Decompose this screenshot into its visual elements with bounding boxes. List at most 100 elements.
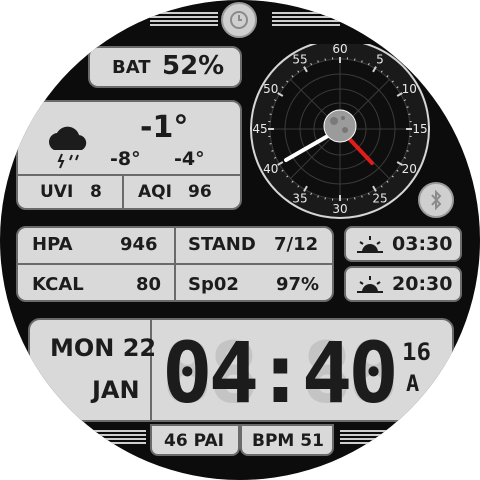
dial-number: 5 — [376, 53, 384, 67]
stand-label: STAND — [188, 234, 256, 255]
dial-tick — [361, 195, 363, 198]
aqi-value: 96 — [188, 182, 212, 202]
dial-tick — [396, 86, 399, 89]
dial-tick — [386, 75, 389, 78]
dial-tick — [277, 92, 284, 97]
dial-tick — [380, 70, 383, 73]
decor-stripes-top-right — [272, 12, 340, 26]
current-temperature: -1° — [140, 110, 189, 145]
dial-number: 50 — [263, 82, 278, 96]
moon-icon — [323, 109, 357, 143]
weather-divider — [18, 174, 242, 176]
dial-tick — [361, 60, 363, 63]
time-lcd-ghost: 88:88 — [162, 324, 399, 422]
dial-number: 10 — [402, 82, 417, 96]
high-temperature: -4° — [174, 148, 205, 170]
date-day: MON 22 — [50, 334, 157, 362]
sunset-icon — [357, 276, 383, 293]
bpm-value: BPM 51 — [252, 431, 324, 451]
dial-tick — [271, 106, 274, 108]
dial-tick — [317, 60, 319, 63]
dial-tick — [274, 99, 277, 101]
dial-tick — [386, 180, 389, 183]
dial-tick — [271, 150, 274, 152]
dial-numbers: 5 10 15 20 25 30 35 40 45 50 55 60 — [252, 44, 427, 216]
dial-tick — [286, 80, 289, 83]
low-temperature: -8° — [110, 148, 141, 170]
dial-tick — [286, 175, 289, 178]
aqi-label: AQI — [138, 182, 172, 202]
sunrise-icon — [357, 236, 383, 253]
sunrise-panel[interactable]: 03:30 — [344, 226, 462, 262]
dial-tick — [310, 63, 312, 66]
dial-tick — [396, 161, 403, 166]
kcal-value: 80 — [136, 274, 162, 295]
alarm-button[interactable] — [221, 2, 257, 38]
time-seconds: 16 — [402, 338, 431, 366]
dial-tick — [406, 150, 409, 152]
stand-value: 7/12 — [274, 234, 319, 255]
dial-tick — [274, 157, 277, 159]
dial-tick — [368, 192, 370, 195]
decor-stripes-bottom-right — [340, 430, 400, 444]
hpa-label: HPA — [32, 234, 73, 255]
dial-tick — [406, 106, 409, 108]
date-month: JAN — [92, 376, 140, 404]
pai-panel[interactable]: 46 PAI — [150, 424, 240, 456]
dial-tick — [303, 66, 308, 73]
weather-divider-vertical — [122, 174, 124, 210]
dial-number: 30 — [332, 202, 347, 216]
cloud-rain-thunder-icon — [49, 126, 87, 169]
dial-number: 15 — [412, 122, 427, 136]
dial-tick — [310, 192, 312, 195]
dial-ticks — [268, 57, 412, 201]
dial-tick — [281, 169, 284, 172]
dial-tick — [403, 157, 406, 159]
dial-tick — [317, 195, 319, 198]
sunrise-time: 03:30 — [392, 233, 453, 255]
battery-panel[interactable]: BAT 52% — [88, 46, 242, 88]
decor-stripes-bottom-left — [86, 430, 146, 444]
dial-tick — [396, 169, 399, 172]
moon-crater — [330, 117, 338, 125]
battery-label: BAT — [112, 57, 151, 78]
uvi-label: UVI — [40, 182, 74, 202]
dial-tick — [391, 80, 394, 83]
dial-tick — [372, 185, 377, 192]
dial-tick — [291, 180, 294, 183]
dial-number: 25 — [372, 191, 387, 205]
dial-number: 20 — [402, 162, 417, 176]
spo2-value: 97% — [276, 274, 320, 295]
dial-tick — [297, 70, 300, 73]
bluetooth-icon — [431, 189, 442, 211]
kcal-label: KCAL — [32, 274, 84, 295]
uvi-value: 8 — [90, 182, 102, 202]
dial-tick — [368, 63, 370, 66]
compass-dial[interactable]: 5 10 15 20 25 30 35 40 45 50 55 60 — [248, 44, 468, 220]
pai-value: 46 PAI — [164, 431, 224, 451]
dial-tick — [297, 185, 300, 188]
hpa-value: 946 — [120, 234, 158, 255]
datetime-panel[interactable]: MON 22 JAN 88:88 04:40 16 A — [28, 318, 454, 422]
date-divider — [150, 320, 152, 422]
sunset-time: 20:30 — [392, 273, 453, 295]
dial-tick — [303, 185, 308, 192]
dial-tick — [281, 86, 284, 89]
dial-tick — [380, 185, 383, 188]
dial-tick — [396, 92, 403, 97]
stats-panel[interactable]: HPA 946 STAND 7/12 KCAL 80 Sp02 97% — [16, 226, 334, 302]
moon-crater — [342, 127, 348, 133]
dial-number: 45 — [252, 122, 267, 136]
decor-stripes-top-left — [150, 12, 218, 26]
sunset-panel[interactable]: 20:30 — [344, 266, 462, 302]
dial-tick — [277, 161, 284, 166]
dial-tick — [291, 75, 294, 78]
weather-panel[interactable]: -1° -8° -4° UVI 8 AQI 96 — [16, 100, 242, 210]
moon-crater — [341, 116, 345, 120]
time-display: 04:40 — [162, 324, 399, 422]
bluetooth-button[interactable] — [418, 182, 454, 218]
clock-icon — [230, 11, 248, 29]
bpm-panel[interactable]: BPM 51 — [240, 424, 334, 456]
dial-tick — [372, 66, 377, 73]
